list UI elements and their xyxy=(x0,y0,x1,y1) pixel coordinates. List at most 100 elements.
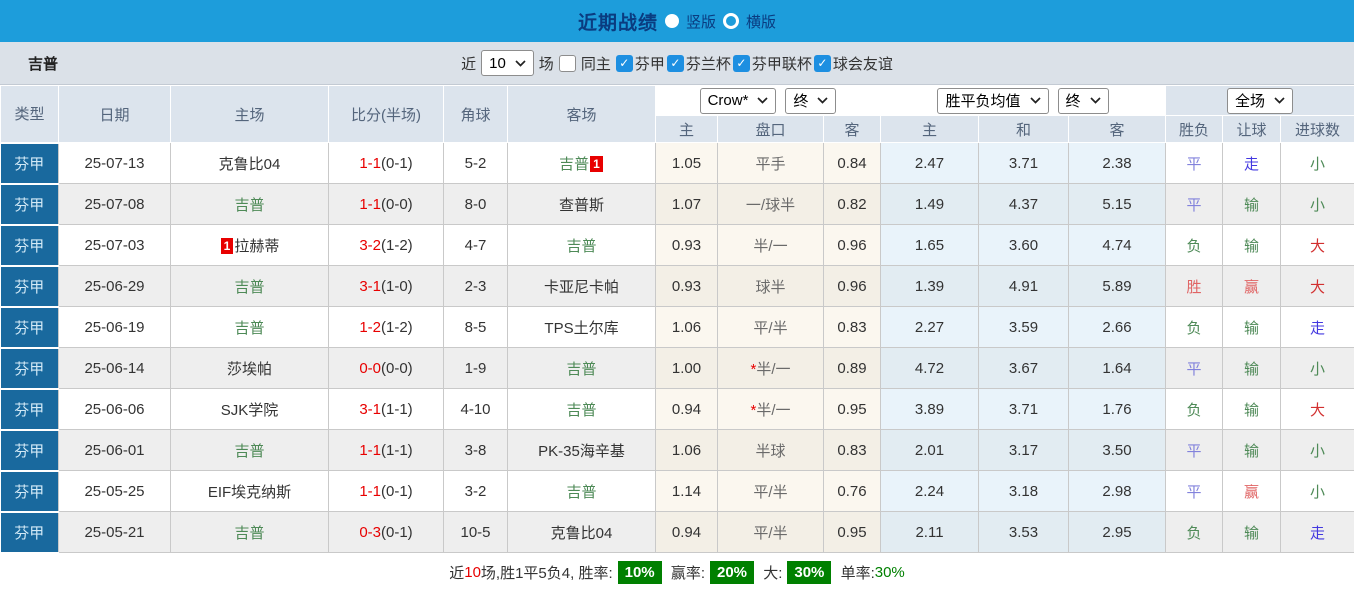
vertical-layout-label[interactable]: 竖版 xyxy=(686,11,716,32)
home-odds-cell: 1.05 xyxy=(656,143,718,184)
date-cell: 25-05-21 xyxy=(59,512,171,553)
handicap-result-value: 输 xyxy=(1244,443,1259,460)
footer-text: 场,胜1平5负4, 胜率: xyxy=(481,562,613,583)
handicap-result-value: 赢 xyxy=(1244,279,1259,296)
league-checkbox[interactable]: ✓ xyxy=(616,55,633,72)
away-odds-cell: 0.83 xyxy=(824,307,881,348)
score-cell: 1-1(0-0) xyxy=(329,184,444,225)
home-odds-cell: 1.06 xyxy=(656,307,718,348)
handicap-cell: 平手 xyxy=(718,143,824,184)
date-cell: 25-06-06 xyxy=(59,389,171,430)
col-header-home: 主场 xyxy=(171,86,329,143)
score-cell: 3-2(1-2) xyxy=(329,225,444,266)
away-team-name: 吉普 xyxy=(566,238,596,255)
handicap-value: 半/一 xyxy=(756,361,790,378)
home-odds-cell: 0.93 xyxy=(656,266,718,307)
sub-header-handicap: 盘口 xyxy=(718,116,824,143)
odds-source-select[interactable]: Crow* xyxy=(700,88,777,114)
goals-result-cell: 小 xyxy=(1281,143,1354,184)
league-cell: 芬甲 xyxy=(1,430,59,471)
league-checkbox[interactable]: ✓ xyxy=(733,55,750,72)
league-cell: 芬甲 xyxy=(1,471,59,512)
col-header-date: 日期 xyxy=(59,86,171,143)
league-cell: 芬甲 xyxy=(1,225,59,266)
footer-text: 大: xyxy=(759,562,782,583)
title-bar: 近期战绩 竖版 横版 xyxy=(0,0,1354,42)
handicap-value: 平/半 xyxy=(753,484,787,501)
goals-result-value: 大 xyxy=(1310,238,1325,255)
away-odds-cell: 0.76 xyxy=(824,471,881,512)
away-team-cell: 克鲁比04 xyxy=(508,512,656,553)
goals-result-value: 小 xyxy=(1310,443,1325,460)
mean-time-select[interactable]: 终 xyxy=(1058,88,1109,114)
handicap-cell: 半/一 xyxy=(718,225,824,266)
scope-select[interactable]: 全场 xyxy=(1227,88,1293,114)
home-team-name: 吉普 xyxy=(234,443,264,460)
handicap-cell: 平/半 xyxy=(718,512,824,553)
vertical-layout-radio[interactable] xyxy=(665,14,679,28)
goals-result-value: 小 xyxy=(1310,361,1325,378)
league-name: 芬甲 xyxy=(14,525,44,542)
away-odds-cell: 0.84 xyxy=(824,143,881,184)
horizontal-layout-label[interactable]: 横版 xyxy=(746,11,776,32)
goals-result-cell: 走 xyxy=(1281,512,1354,553)
goals-result-value: 大 xyxy=(1310,402,1325,419)
score-cell: 3-1(1-0) xyxy=(329,266,444,307)
goals-result-value: 走 xyxy=(1310,320,1325,337)
home-team-cell: 莎埃帕 xyxy=(171,348,329,389)
goals-result-value: 走 xyxy=(1310,525,1325,542)
handicap-cell: 半球 xyxy=(718,430,824,471)
halftime-score: (1-1) xyxy=(381,401,413,418)
sub-header-mean-away: 客 xyxy=(1069,116,1166,143)
result-cell: 平 xyxy=(1166,348,1223,389)
corners-cell: 4-10 xyxy=(444,389,508,430)
league-checkbox[interactable]: ✓ xyxy=(667,55,684,72)
league-checkbox[interactable]: ✓ xyxy=(814,55,831,72)
away-team-cell: 卡亚尼卡帕 xyxy=(508,266,656,307)
handicap-value: 半/一 xyxy=(753,238,787,255)
goals-result-cell: 走 xyxy=(1281,307,1354,348)
mean-source-select[interactable]: 胜平负均值 xyxy=(937,88,1048,114)
goals-result-cell: 小 xyxy=(1281,430,1354,471)
match-count-select[interactable]: 10 xyxy=(481,50,534,76)
footer-text: 单率: xyxy=(836,562,874,583)
horizontal-layout-radio[interactable] xyxy=(723,13,739,29)
away-odds-cell: 0.95 xyxy=(824,512,881,553)
league-name: 芬甲 xyxy=(14,197,44,214)
mean-selects-cell: 胜平负均值 终 xyxy=(881,86,1166,116)
result-row: 芬甲 25-06-19 吉普 1-2(1-2) 8-5 TPS土尔库 1.06 … xyxy=(1,307,1354,348)
result-value: 负 xyxy=(1186,525,1201,542)
footer-count: 10 xyxy=(464,564,481,581)
away-team-cell: 查普斯 xyxy=(508,184,656,225)
goals-result-cell: 小 xyxy=(1281,348,1354,389)
league-cell: 芬甲 xyxy=(1,266,59,307)
handicap-result-value: 输 xyxy=(1244,197,1259,214)
score-cell: 1-2(1-2) xyxy=(329,307,444,348)
mean-draw-cell: 3.60 xyxy=(979,225,1069,266)
handicap-value: 平手 xyxy=(755,156,785,173)
home-team-cell: 吉普 xyxy=(171,307,329,348)
home-team-cell: 吉普 xyxy=(171,512,329,553)
league-name: 芬甲 xyxy=(14,320,44,337)
away-team-name: 吉普 xyxy=(566,484,596,501)
sub-header-handicap-result: 让球 xyxy=(1223,116,1281,143)
score-cell: 0-3(0-1) xyxy=(329,512,444,553)
away-odds-cell: 0.96 xyxy=(824,225,881,266)
results-table: 类型 日期 主场 比分(半场) 角球 客场 Crow* 终 xyxy=(0,85,1354,554)
same-home-checkbox[interactable] xyxy=(559,55,576,72)
home-team-cell: EIF埃克纳斯 xyxy=(171,471,329,512)
halftime-score: (1-0) xyxy=(381,278,413,295)
league-name: 芬甲 xyxy=(14,361,44,378)
halftime-score: (1-1) xyxy=(381,442,413,459)
fulltime-score: 0-0 xyxy=(359,360,381,377)
halftime-score: (0-0) xyxy=(381,196,413,213)
handicap-cell: *半/一 xyxy=(718,348,824,389)
result-value: 平 xyxy=(1186,197,1201,214)
result-row: 芬甲 25-06-01 吉普 1-1(1-1) 3-8 PK-35海辛基 1.0… xyxy=(1,430,1354,471)
result-value: 平 xyxy=(1186,484,1201,501)
home-team-name: 吉普 xyxy=(234,320,264,337)
odds-time-select[interactable]: 终 xyxy=(785,88,836,114)
away-team-cell: 吉普 xyxy=(508,225,656,266)
